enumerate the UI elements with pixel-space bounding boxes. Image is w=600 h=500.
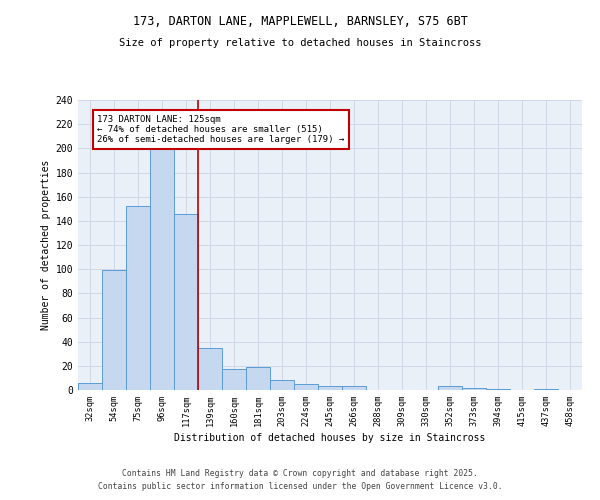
Text: Contains public sector information licensed under the Open Government Licence v3: Contains public sector information licen… — [98, 482, 502, 491]
Bar — [294, 384, 318, 390]
Bar — [438, 386, 462, 390]
Bar — [318, 386, 342, 390]
Text: Size of property relative to detached houses in Staincross: Size of property relative to detached ho… — [119, 38, 481, 48]
Bar — [78, 383, 102, 390]
Text: 173, DARTON LANE, MAPPLEWELL, BARNSLEY, S75 6BT: 173, DARTON LANE, MAPPLEWELL, BARNSLEY, … — [133, 15, 467, 28]
Bar — [486, 389, 510, 390]
Bar — [102, 270, 126, 390]
Bar — [198, 348, 222, 390]
Bar — [150, 147, 174, 390]
Bar — [462, 388, 486, 390]
Bar — [534, 389, 558, 390]
Bar — [222, 370, 246, 390]
Bar — [270, 380, 294, 390]
Text: 173 DARTON LANE: 125sqm
← 74% of detached houses are smaller (515)
26% of semi-d: 173 DARTON LANE: 125sqm ← 74% of detache… — [97, 114, 344, 144]
Bar — [126, 206, 150, 390]
Bar — [174, 214, 198, 390]
X-axis label: Distribution of detached houses by size in Staincross: Distribution of detached houses by size … — [175, 434, 485, 444]
Bar — [342, 386, 366, 390]
Text: Contains HM Land Registry data © Crown copyright and database right 2025.: Contains HM Land Registry data © Crown c… — [122, 468, 478, 477]
Bar — [246, 367, 270, 390]
Y-axis label: Number of detached properties: Number of detached properties — [41, 160, 52, 330]
